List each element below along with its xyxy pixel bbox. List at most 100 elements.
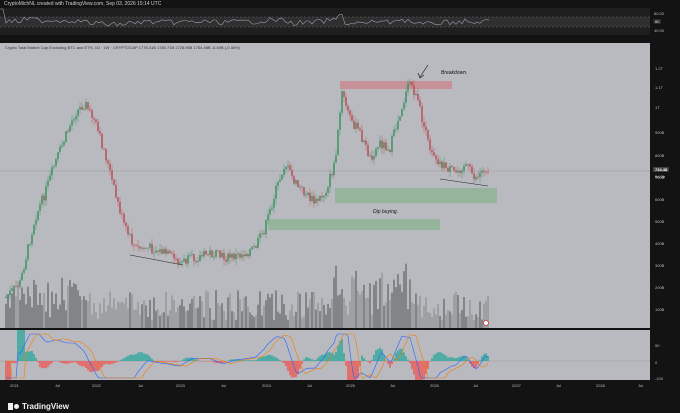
price-scale[interactable]: 80.00 40.00 60 1.2T 1.1T 1T 900B 800B 700B 600… <box>650 0 680 413</box>
macd-histogram-bar <box>173 361 175 362</box>
candle <box>457 166 459 177</box>
macd-histogram-bar <box>145 354 147 361</box>
rsi-pane[interactable] <box>0 8 650 35</box>
macd-histogram-bar <box>427 361 429 369</box>
macd-histogram-bar <box>391 361 393 364</box>
volume-bar <box>65 310 67 328</box>
candle <box>411 81 413 88</box>
candle <box>315 194 317 204</box>
macd-histogram-bar <box>327 352 329 361</box>
macd-histogram-bar <box>125 357 127 361</box>
macd-histogram-bar <box>29 351 31 361</box>
candle <box>59 143 61 155</box>
price-pane[interactable]: Crypto Total Market Cap Excluding BTC an… <box>0 43 650 328</box>
candle <box>393 125 395 138</box>
volume-bar <box>191 298 193 328</box>
macd-histogram-bar <box>221 361 223 364</box>
volume-bar <box>49 317 51 328</box>
macd-histogram-bar <box>83 361 85 367</box>
macd-histogram-bar <box>271 355 273 361</box>
volume-bar <box>359 294 361 328</box>
volume-bar <box>481 319 483 328</box>
volume-bar <box>461 310 463 328</box>
volume-bar <box>71 286 73 328</box>
candle <box>391 134 393 157</box>
volume-bar <box>31 307 33 328</box>
trendline-2022[interactable] <box>129 254 184 266</box>
candle <box>471 163 473 175</box>
macd-histogram-bar <box>13 361 15 364</box>
candle <box>43 192 45 206</box>
volume-bar <box>367 297 369 328</box>
candle <box>93 115 95 125</box>
last-price-countdown: 6d 9h <box>655 174 666 179</box>
candle <box>439 156 441 168</box>
volume-bar <box>199 296 201 328</box>
volume-bar <box>89 292 91 328</box>
candle <box>271 203 273 212</box>
supply-zone[interactable] <box>340 81 452 89</box>
macd-histogram-bar <box>193 358 195 361</box>
candle <box>157 250 159 256</box>
candle <box>219 250 221 259</box>
candle <box>231 252 233 262</box>
candle <box>103 147 105 150</box>
candle <box>431 146 433 157</box>
candle <box>449 162 451 178</box>
macd-histogram-bar <box>291 361 293 378</box>
volume-bar <box>63 300 65 328</box>
candle <box>207 253 209 257</box>
candle <box>395 123 397 133</box>
volume-bar <box>451 314 453 328</box>
candle <box>127 223 129 238</box>
event-marker-icon[interactable] <box>483 320 489 326</box>
time-axis-label: Jul <box>307 383 313 388</box>
candle <box>343 90 345 102</box>
volume-bar <box>417 304 419 328</box>
macd-histogram-bar <box>325 353 327 361</box>
candle <box>119 197 121 216</box>
volume-bar <box>317 302 319 328</box>
macd-histogram-bar <box>377 349 379 361</box>
time-axis[interactable] <box>0 380 650 394</box>
candle <box>225 255 227 266</box>
candle <box>125 220 127 232</box>
candle <box>253 243 255 249</box>
candles <box>5 78 489 303</box>
symbol-legend[interactable]: Crypto Total Market Cap Excluding BTC an… <box>5 45 240 50</box>
annotation-dip-buying[interactable]: Dip buying. <box>373 209 399 215</box>
macd-pane[interactable] <box>0 330 650 380</box>
macd-histogram-bar <box>475 361 477 368</box>
annotation-breakdown[interactable]: Breakdown. <box>441 70 468 76</box>
trendline-2026[interactable] <box>439 178 489 187</box>
volume-bar <box>389 300 391 328</box>
candle <box>401 108 403 117</box>
macd-histogram-bar <box>385 360 387 361</box>
macd-histogram-bar <box>111 361 113 365</box>
candle <box>73 116 75 124</box>
demand-zone-lower[interactable] <box>268 219 440 230</box>
candle <box>277 181 279 191</box>
volume-bar <box>145 305 147 328</box>
candle <box>55 157 57 168</box>
candle <box>243 250 245 262</box>
macd-histogram-bar <box>469 361 471 364</box>
candle <box>71 115 73 130</box>
last-price-tag[interactable]: 734.48 <box>653 167 670 172</box>
candle <box>91 107 93 123</box>
candle <box>123 211 125 227</box>
candle <box>363 139 365 145</box>
volume-bar <box>43 292 45 328</box>
candle <box>469 163 471 172</box>
tradingview-logo[interactable]: TradingView <box>8 402 69 411</box>
volume-bar <box>313 292 315 328</box>
macd-histogram-bar <box>239 359 241 361</box>
price-axis-label: 100B <box>655 307 665 312</box>
volume-bar <box>237 290 239 328</box>
demand-zone-upper[interactable] <box>335 188 497 203</box>
macd-histogram-bar <box>397 350 399 361</box>
candle <box>349 108 351 121</box>
volume-bar <box>257 304 259 328</box>
macd-histogram-bar <box>141 352 143 361</box>
volume-bar <box>293 316 295 328</box>
